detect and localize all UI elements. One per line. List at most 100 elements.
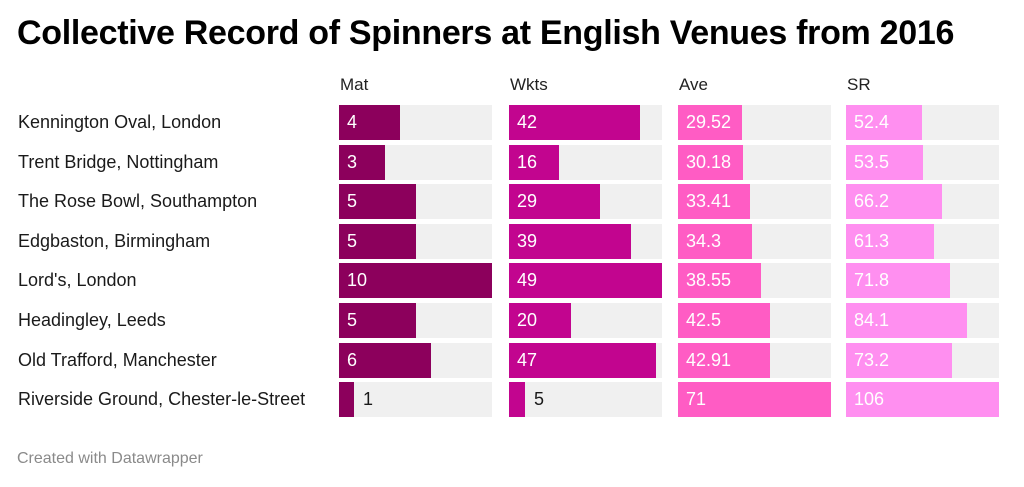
bar	[339, 184, 416, 219]
data-label: 71	[686, 389, 707, 409]
data-label: 10	[347, 270, 368, 290]
data-label: 29.52	[686, 112, 732, 132]
data-label: 73.2	[854, 350, 890, 370]
bar-track: 4	[339, 105, 492, 140]
row-label: Edgbaston, Birmingham	[18, 231, 211, 251]
data-label: 20	[517, 310, 538, 330]
data-label: 106	[854, 389, 885, 409]
bar-track: 10	[339, 263, 492, 298]
data-label: 4	[347, 112, 358, 132]
bar	[509, 263, 662, 298]
bar	[339, 224, 416, 259]
data-label: 34.3	[686, 231, 722, 251]
data-label: 33.41	[686, 191, 732, 211]
bar-track: 16	[509, 145, 662, 180]
data-label: 16	[517, 152, 538, 172]
bar-track: 47	[509, 343, 662, 378]
data-label: 30.18	[686, 152, 732, 172]
data-label: 6	[347, 350, 358, 370]
data-label: 61.3	[854, 231, 890, 251]
bar	[846, 145, 923, 180]
bar	[846, 105, 922, 140]
bar	[678, 303, 770, 338]
bar	[678, 382, 831, 417]
bar-track: 52.4	[846, 105, 999, 140]
bar	[509, 105, 640, 140]
bar	[846, 224, 934, 259]
bar-track: 3	[339, 145, 492, 180]
bar	[678, 343, 770, 378]
bar	[678, 263, 761, 298]
bar	[509, 145, 559, 180]
data-label: 47	[517, 350, 538, 370]
bar-track: 29.52	[678, 105, 831, 140]
footer-credit: Created with Datawrapper	[17, 450, 203, 467]
bar-track: 38.55	[678, 263, 831, 298]
column-header: Mat	[340, 75, 369, 94]
data-label: 5	[347, 191, 358, 211]
bar	[509, 343, 656, 378]
bar	[678, 145, 743, 180]
bar-track: 84.1	[846, 303, 999, 338]
bar	[339, 343, 431, 378]
data-label: 84.1	[854, 310, 890, 330]
bar-track: 1	[339, 382, 492, 417]
row-label: Headingley, Leeds	[18, 310, 166, 330]
bar	[678, 105, 742, 140]
bar	[339, 145, 385, 180]
data-label: 42	[517, 112, 538, 132]
bar-track: 20	[509, 303, 662, 338]
bar-track: 5	[339, 184, 492, 219]
bar	[846, 184, 942, 219]
bar	[339, 382, 354, 417]
data-label: 5	[347, 231, 358, 251]
bar-track: 42	[509, 105, 662, 140]
bar-track: 73.2	[846, 343, 999, 378]
bar	[846, 303, 967, 338]
bar-track: 42.5	[678, 303, 831, 338]
bar	[846, 382, 999, 417]
data-label: 53.5	[854, 152, 890, 172]
bar-track: 106	[846, 382, 999, 417]
bar	[339, 105, 400, 140]
data-label: 49	[517, 270, 538, 290]
bar	[339, 263, 492, 298]
data-label: 5	[347, 310, 358, 330]
data-label: 71.8	[854, 270, 890, 290]
bar-track: 5	[509, 382, 662, 417]
data-label: 42.91	[686, 350, 732, 370]
row-label: Lord's, London	[18, 270, 137, 290]
bar-track: 42.91	[678, 343, 831, 378]
bar-track: 33.41	[678, 184, 831, 219]
column-header: Ave	[679, 75, 708, 94]
data-label: 29	[517, 191, 538, 211]
column-header: Wkts	[510, 75, 548, 94]
bar	[846, 263, 950, 298]
data-label: 38.55	[686, 270, 732, 290]
bar-track: 34.3	[678, 224, 831, 259]
data-label: 42.5	[686, 310, 722, 330]
bar	[678, 184, 750, 219]
bar-track: 71	[678, 382, 831, 417]
bar-track: 53.5	[846, 145, 999, 180]
data-label: 66.2	[854, 191, 890, 211]
bar-track: 39	[509, 224, 662, 259]
data-label: 52.4	[854, 112, 890, 132]
bar	[509, 303, 571, 338]
row-label: Riverside Ground, Chester-le-Street	[18, 389, 306, 409]
data-label: 5	[534, 389, 545, 409]
row-label: Old Trafford, Manchester	[18, 350, 217, 370]
bar	[678, 224, 752, 259]
column-header: SR	[847, 75, 871, 94]
bar	[509, 184, 600, 219]
data-label: 39	[517, 231, 538, 251]
bar-track: 6	[339, 343, 492, 378]
chart-title: Collective Record of Spinners at English…	[17, 14, 955, 52]
row-label: Kennington Oval, London	[18, 112, 222, 132]
row-label: The Rose Bowl, Southampton	[18, 191, 258, 211]
bar	[846, 343, 952, 378]
bar-track: 29	[509, 184, 662, 219]
bar	[509, 224, 631, 259]
bar-track: 71.8	[846, 263, 999, 298]
data-label: 1	[363, 389, 374, 409]
